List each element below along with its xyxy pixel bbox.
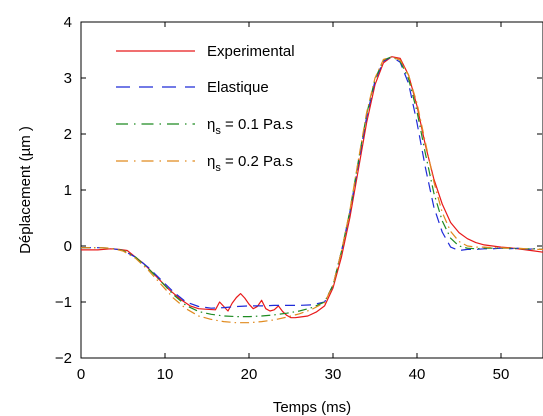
legend-label-4: ηs = 0.2 Pa.s: [207, 153, 293, 174]
y-tick-label: −1: [55, 294, 72, 311]
series-lines: [81, 56, 543, 324]
x-tick-label: 40: [409, 366, 426, 383]
x-axis-label: Temps (ms): [273, 399, 351, 416]
legend-label-2: Elastique: [207, 79, 269, 96]
x-tick-label: 10: [157, 366, 174, 383]
x-tick-label: 50: [493, 366, 510, 383]
series-line-4: [81, 56, 543, 324]
y-tick-label: 1: [64, 182, 72, 199]
plot-frame: [80, 21, 543, 359]
y-axis-label: Déplacement (µm ): [17, 126, 34, 254]
x-tick-label: 30: [325, 366, 342, 383]
legend: Experimental Elastique ηs = 0.1 Pa.s ηs = 0…: [116, 43, 295, 174]
series-line-1: [81, 56, 543, 319]
series-line-3: [81, 56, 543, 318]
x-tick-label: 0: [77, 366, 85, 383]
y-tick-label: 3: [64, 70, 72, 87]
y-tick-label: 0: [64, 238, 72, 255]
legend-label-3: ηs = 0.1 Pa.s: [207, 116, 293, 137]
series-line-2: [81, 56, 543, 309]
y-ticks: −2 −1 0 1 2 3 4: [55, 14, 542, 367]
x-ticks: 0 10 20 30 40 50: [77, 22, 510, 383]
legend-label-1: Experimental: [207, 43, 295, 60]
y-tick-label: −2: [55, 350, 72, 367]
y-tick-label: 2: [64, 126, 72, 143]
x-tick-label: 20: [241, 366, 258, 383]
y-tick-label: 4: [64, 14, 72, 31]
